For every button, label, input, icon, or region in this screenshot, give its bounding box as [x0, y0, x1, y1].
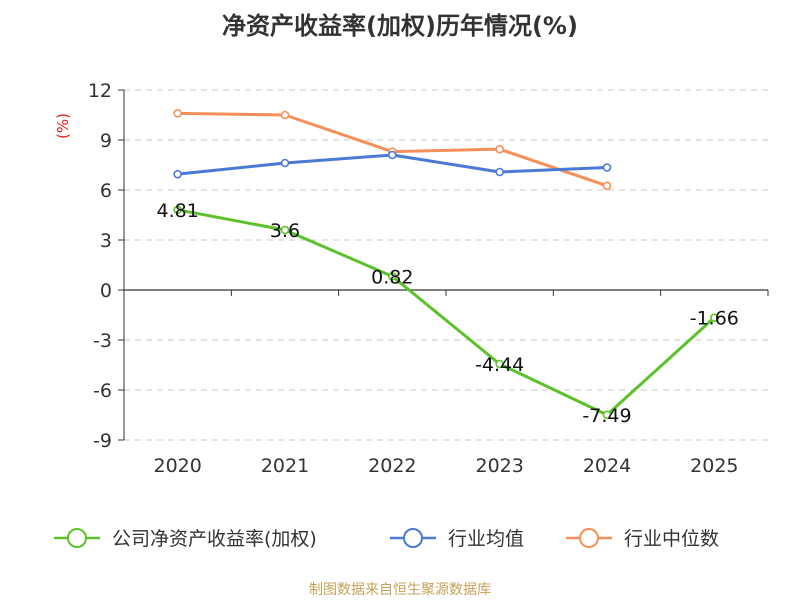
data-point[interactable]: [173, 169, 182, 179]
y-tick-label: 0: [100, 280, 112, 302]
source-note: 制图数据来自恒生聚源数据库: [309, 582, 491, 598]
data-point[interactable]: [602, 163, 612, 172]
data-point[interactable]: [495, 144, 504, 154]
x-tick-label-2020: 2020: [153, 455, 201, 477]
axes: 12 9 6 3 0 -3 -6 -9 2020 2021 2022 2023 2024 2025: [88, 80, 769, 477]
y-tick-label: 3: [100, 230, 112, 252]
x-tick-label-2024: 2024: [583, 455, 631, 477]
series-line-0: [177, 208, 716, 417]
y-tick-label: 6: [100, 180, 112, 202]
gridlines: [124, 89, 768, 441]
data-point[interactable]: [495, 167, 504, 177]
y-tick-label: -9: [93, 430, 112, 452]
data-point[interactable]: [280, 110, 290, 120]
data-labels: 4.81 3.6 0.82 -4.44 -7.49 -1.66: [157, 200, 739, 427]
legend-item-label[interactable]: 行业中位数: [624, 528, 719, 550]
x-tick-label-2021: 2021: [261, 455, 309, 477]
y-axis-unit-label: (%): [54, 113, 72, 139]
data-point[interactable]: [388, 150, 397, 160]
chart-title: 净资产收益率(加权)历年情况(%): [222, 12, 578, 40]
data-point[interactable]: [280, 225, 290, 235]
legend-item-label[interactable]: 公司净资产收益率(加权): [112, 528, 317, 550]
legend-swatch-marker: [403, 528, 423, 548]
legend-swatch-marker: [67, 528, 87, 548]
y-tick-label: 12: [88, 80, 112, 102]
series-layer: [173, 109, 719, 420]
x-tick-label-2023: 2023: [475, 455, 523, 477]
data-point[interactable]: [602, 410, 612, 420]
data-label: 4.81: [157, 200, 199, 222]
data-point[interactable]: [495, 359, 504, 369]
data-point[interactable]: [388, 272, 397, 281]
y-tick-label: -6: [93, 380, 112, 402]
legend-item-label[interactable]: 行业均值: [448, 528, 524, 550]
data-label: -7.49: [582, 405, 631, 427]
data-label: 3.6: [270, 220, 300, 242]
data-label: -1.66: [690, 308, 739, 330]
x-tick-label-2022: 2022: [368, 455, 416, 477]
data-label: -4.44: [475, 354, 524, 376]
data-label: 0.82: [371, 266, 413, 288]
legend-swatch-marker: [579, 528, 599, 548]
data-point[interactable]: [173, 205, 182, 215]
y-tick-label: 9: [100, 130, 112, 152]
y-tick-label: -3: [93, 330, 112, 352]
x-tick-label-2025: 2025: [690, 455, 738, 477]
data-point[interactable]: [602, 181, 612, 191]
data-point[interactable]: [173, 109, 182, 118]
data-point[interactable]: [280, 158, 290, 168]
legend: 公司净资产收益率(加权) 行业均值 行业中位数: [54, 528, 719, 550]
data-point[interactable]: [710, 313, 719, 322]
